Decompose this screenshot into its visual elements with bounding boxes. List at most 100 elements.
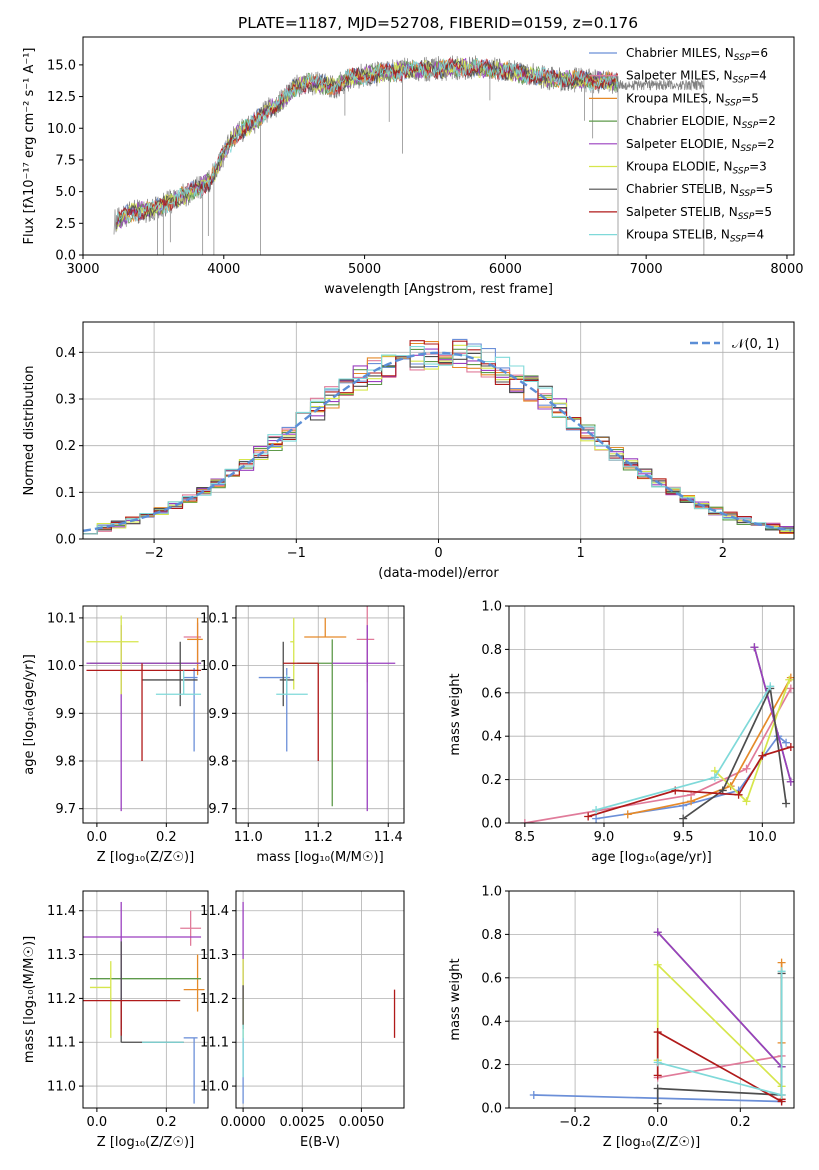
age_vs_Z-plot-area (86, 615, 203, 812)
weight-series-line (587, 746, 792, 818)
legend-entry: Salpeter ELODIE, NSSP=2 (626, 137, 775, 154)
legend-entry: Kroupa MILES, NSSP=5 (626, 91, 759, 108)
weight_vs_age-ytick-label: 1.0 (481, 600, 502, 615)
legend-entry: Chabrier STELIB, NSSP=5 (626, 182, 773, 199)
weight-point-marker (734, 790, 743, 799)
age_vs_mass-ytick-label: 9.7 (208, 802, 229, 817)
age_vs_Z-ytick-label: 10.0 (47, 659, 76, 674)
spectrum-ytick-label: 12.5 (47, 90, 76, 105)
mass_vs_ebv-panel: 0.0000 0.0025 0.0050 11.0 11.1 11.2 11.3 11.4 E(… (200, 890, 405, 1150)
age_vs_Z-ytick-label: 10.1 (47, 611, 76, 626)
weight_vs_Z-ytick-label: 0.0 (481, 1102, 502, 1117)
weight_vs_age-ytick-label: 0.0 (481, 817, 502, 832)
residuals-xlabel: (data-model)/error (378, 566, 499, 581)
mass_vs_Z-ytick-label: 11.2 (47, 992, 76, 1007)
age_vs_mass-xtick-label: 11.0 (234, 830, 263, 845)
mass_vs_ebv-xtick-label: 0.0000 (220, 1115, 266, 1130)
weight_vs_age-xlabel: age [log₁₀(age/yr)] (591, 850, 712, 865)
weight_vs_Z-ylabel: mass weight (448, 958, 463, 1040)
weight-point-marker (623, 810, 632, 819)
weight-point-marker (777, 958, 786, 967)
residuals-ytick-label: 0.2 (55, 439, 76, 454)
mass_vs_ebv-ytick-label: 11.0 (200, 1080, 229, 1095)
age_vs_mass-plot-area (258, 606, 396, 812)
spectrum-ytick-label: 0.0 (55, 249, 76, 264)
legend-entry: Chabrier MILES, NSSP=6 (626, 46, 768, 63)
spectrum-xtick-label: 8000 (770, 262, 803, 277)
age_vs_mass-ytick-label: 10.1 (200, 611, 229, 626)
weight_vs_Z-ytick-label: 0.4 (481, 1015, 502, 1030)
weight_vs_age-xtick-label: 8.5 (514, 830, 535, 845)
weight-point-marker (782, 799, 791, 808)
weight_vs_age-xtick-label: 10.0 (748, 830, 777, 845)
weight-point-marker (529, 1090, 538, 1099)
age_vs_mass-panel: 11.0 11.2 11.4 9.7 9.8 9.9 10.0 10.1 mass [log₁₀… (200, 605, 405, 865)
residuals-ytick-label: 0.3 (55, 393, 76, 408)
weight-series-line (753, 646, 792, 783)
spectrum-ytick-label: 5.0 (55, 185, 76, 200)
weight_vs_age-ytick-label: 0.8 (481, 643, 502, 658)
age_vs_Z-panel: 0.0 0.2 9.7 9.8 9.9 10.0 10.1 Z [log₁₀(Z/Z☉)] ag… (22, 605, 209, 865)
age_vs_Z-frame (82, 605, 209, 824)
weight_vs_Z-xtick-label: −0.2 (559, 1115, 591, 1130)
age_vs_mass-xtick-label: 11.2 (304, 830, 333, 845)
age_vs_mass-ytick-label: 9.8 (208, 755, 229, 770)
mass_vs_ebv-frame (235, 890, 405, 1109)
mass_vs_ebv-xtick-label: 0.0050 (339, 1115, 385, 1130)
residuals-ytick-label: 0.1 (55, 486, 76, 501)
weight_vs_age-ytick-label: 0.4 (481, 730, 502, 745)
spectrum-plot-area (113, 55, 705, 255)
mass_vs_Z-xtick-label: 0.2 (156, 1115, 177, 1130)
weight-point-marker (592, 814, 601, 823)
age_vs_Z-ytick-label: 9.7 (55, 802, 76, 817)
weight_vs_age-plot-area (520, 643, 794, 823)
weight-point-marker (742, 797, 751, 806)
gaussian-reference-line (83, 351, 792, 532)
weight_vs_age-frame (508, 605, 795, 824)
weight-point-marker (653, 960, 662, 969)
age_vs_mass-ytick-label: 9.9 (208, 707, 229, 722)
spectrum-xtick-label: 7000 (630, 262, 663, 277)
spectrum-xlabel: wavelength [Angstrom, rest frame] (324, 282, 553, 297)
mass_vs_ebv-ytick-label: 11.4 (200, 904, 229, 919)
weight_vs_Z-ytick-label: 0.8 (481, 928, 502, 943)
legend-entry: Kroupa ELODIE, NSSP=3 (626, 160, 767, 177)
mass_vs_ebv-xlabel: E(B-V) (300, 1135, 340, 1150)
weight_vs_age-xtick-label: 9.0 (594, 830, 615, 845)
residuals-ylabel: Normed distribution (22, 366, 37, 496)
spectrum-model-line (116, 59, 619, 230)
weight-point-marker (786, 743, 794, 752)
weight-point-marker (520, 819, 529, 823)
weight-point-marker (653, 1084, 662, 1093)
weight_vs_age-ylabel: mass weight (448, 673, 463, 755)
residuals-xtick-label: 0 (434, 546, 442, 561)
mass_vs_ebv-ytick-label: 11.3 (200, 948, 229, 963)
legend-entry: Chabrier ELODIE, NSSP=2 (626, 114, 776, 131)
spectrum-xtick-label: 4000 (207, 262, 240, 277)
weight_vs_Z-ytick-label: 0.6 (481, 971, 502, 986)
weight-point-marker (653, 1028, 662, 1037)
mass_vs_Z-plot-area (83, 901, 205, 1104)
spectrum-panel: 3000 4000 5000 6000 7000 8000 0.0 2.5 5.0 7.5 10.0… (22, 36, 804, 297)
age_vs_Z-xlabel: Z [log₁₀(Z/Z☉)] (97, 850, 194, 865)
legend-entry: 𝒩(0, 1) (732, 337, 779, 352)
weight_vs_Z-frame (508, 890, 795, 1109)
weight-point-marker (742, 764, 751, 773)
histogram-step-line (83, 345, 794, 535)
mass_vs_Z-ytick-label: 11.3 (47, 948, 76, 963)
weight_vs_age-panel: 8.5 9.0 9.5 10.0 0.0 0.2 0.4 0.6 0.8 1.0 age [log₁… (448, 600, 795, 865)
mass_vs_ebv-ytick-label: 11.1 (200, 1036, 229, 1051)
weight-point-marker (653, 928, 662, 937)
weight-point-marker (777, 967, 786, 976)
weight_vs_age-xtick-label: 9.5 (673, 830, 694, 845)
weight-point-marker (653, 1099, 662, 1108)
residuals-xtick-label: −1 (287, 546, 306, 561)
spectrum-ylabel: Flux [fλ10⁻¹⁷ erg cm⁻² s⁻¹ A⁻¹] (22, 48, 37, 245)
weight-point-marker (786, 777, 794, 786)
weight-point-marker (679, 814, 688, 823)
mass_vs_Z-ytick-label: 11.0 (47, 1080, 76, 1095)
mass_vs_ebv-ytick-label: 11.2 (200, 992, 229, 1007)
residuals-plot-area (83, 338, 794, 535)
weight_vs_age-ytick-label: 0.6 (481, 686, 502, 701)
mass_vs_Z-ytick-label: 11.1 (47, 1036, 76, 1051)
